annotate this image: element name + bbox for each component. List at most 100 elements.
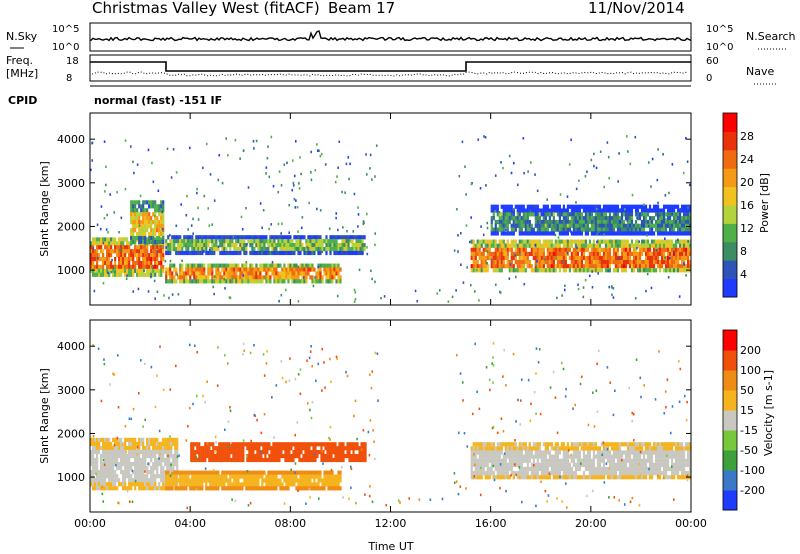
power-cell [518,239,521,244]
power-cell [578,247,582,252]
power-cell [522,231,525,236]
power-noise-point [196,191,198,195]
power-cell [592,219,596,225]
velocity-cell [176,461,179,467]
power-cell [676,260,680,265]
power-cell [516,212,519,217]
power-cell [120,237,123,242]
power-cell [249,275,252,280]
power-cell [245,250,248,256]
power-cell [106,260,109,266]
velocity-cell [207,486,210,491]
velocity-cell [238,453,241,459]
power-cell [132,228,135,233]
power-cell [670,223,674,228]
power-cell [291,243,294,248]
velocity-cell [301,474,304,479]
power-cell [644,231,648,236]
power-cell [120,245,123,250]
power-cell [554,223,557,228]
power-cell [339,246,342,252]
velocity-cell [100,453,103,459]
power-cell [165,275,168,280]
velocity-cell [90,474,93,479]
power-cell [532,243,535,248]
velocity-cell [484,446,487,451]
power-cell [616,208,620,213]
velocity-cell [220,457,223,463]
velocity-cell [156,474,159,479]
power-cell [201,246,204,252]
velocity-cell [330,453,333,459]
power-cell [349,250,352,256]
velocity-cell [326,442,329,447]
power-cell [668,216,672,221]
power-noise-point [546,198,549,201]
power-cell [562,231,565,236]
power-cell [512,212,515,217]
velocity-cell [514,471,517,476]
power-cell [550,251,553,257]
power-cell [612,239,616,244]
power-noise-point [656,178,659,182]
power-cell [116,241,119,246]
power-cell [682,239,686,244]
power-noise-point [349,162,351,166]
power-cell [614,243,618,248]
velocity-cell [308,442,311,447]
power-cell [510,247,513,252]
velocity-cell [98,482,101,487]
power-cell [191,279,194,284]
velocity-cell [148,482,151,487]
power-cell [612,231,616,236]
power-noise-point [281,222,283,225]
power-cell [668,264,672,269]
velocity-cell [202,453,205,459]
power-cell [337,263,340,268]
velocity-cell [142,482,145,487]
power-cell [311,250,314,256]
velocity-cell [201,470,204,475]
power-cell [642,231,646,236]
power-cell [654,251,658,257]
power-noise-point [291,252,294,255]
power-cell [146,253,149,258]
power-cell [560,260,563,265]
velocity-cell [304,446,307,451]
velocity-cell [124,449,127,455]
velocity-cell [223,486,226,491]
power-noise-point [312,284,315,288]
power-cell [227,271,230,276]
power-noise-point [114,266,116,270]
power-noise-point [645,289,647,293]
velocity-cell [160,478,163,483]
power-cell [670,268,674,273]
power-cell [646,231,650,236]
power-cell [482,247,485,252]
velocity-cell [295,470,298,475]
power-cell [116,272,119,277]
power-cell [150,253,153,258]
power-cell [293,267,296,272]
power-cell [686,251,690,257]
power-cell [237,235,240,240]
velocity-cell [138,437,141,443]
velocity-cell [265,486,268,491]
velocity-cell [264,457,267,463]
power-cell [672,247,676,252]
velocity-cell [191,478,194,483]
power-cell [351,243,354,248]
power-cell [634,227,638,232]
power-cell [516,216,519,221]
power-cell [363,243,366,248]
velocity-cell [94,457,97,463]
velocity-cell [183,478,186,483]
power-cell [124,249,127,254]
velocity-cell [510,454,513,459]
velocity-cell [350,446,353,451]
power-cell [197,271,200,276]
power-cell [506,219,509,225]
power-cell [518,219,521,225]
power-cell [538,260,541,265]
power-noise-point [156,250,159,253]
